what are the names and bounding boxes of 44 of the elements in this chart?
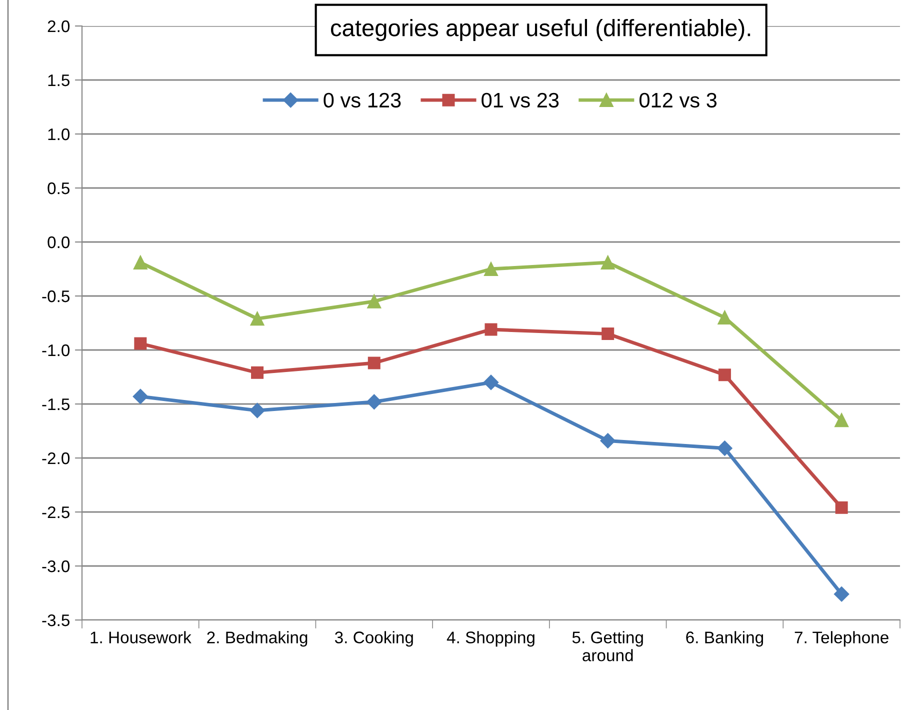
legend-label: 01 vs 23 <box>482 92 559 108</box>
y-tick-label: 2.0 <box>48 20 70 32</box>
point <box>834 413 849 428</box>
y-tick-label: -3.5 <box>42 614 70 626</box>
y-tick-label: -2.0 <box>42 452 70 464</box>
annotation: categories appear useful (differentiable). <box>331 18 750 42</box>
y-tick-label: -2.5 <box>42 506 70 518</box>
x-tick-label: 1. Housework <box>90 631 192 644</box>
y-tick-label: -3.0 <box>42 560 70 572</box>
y-tick-label: 0.0 <box>48 236 70 248</box>
x-tick-label: 3. Cooking <box>334 631 413 647</box>
point <box>602 328 614 340</box>
point <box>718 310 732 325</box>
point <box>600 256 615 270</box>
point <box>367 294 382 308</box>
point <box>484 262 498 276</box>
y-tick-label: -0.5 <box>42 290 70 302</box>
point <box>483 374 499 390</box>
y-tick-label: 1.0 <box>48 128 70 140</box>
x-tick-label: 4. Shopping <box>446 631 534 647</box>
point <box>834 586 850 602</box>
point <box>718 368 731 382</box>
point <box>250 402 265 418</box>
y-tick-label: -1.5 <box>42 398 70 410</box>
x-tick-label: 6. Banking <box>686 631 764 647</box>
point <box>133 256 148 270</box>
point <box>134 337 147 350</box>
point <box>368 356 380 370</box>
point <box>835 501 848 514</box>
y-tick-label: -1.0 <box>42 344 70 356</box>
point <box>250 312 264 326</box>
legend-label: 0 vs 123 <box>324 92 401 108</box>
y-tick-label: 0.5 <box>48 182 70 194</box>
point <box>717 440 732 456</box>
point <box>366 394 382 410</box>
x-tick-label: 2. Bedmaking <box>207 631 308 647</box>
x-tick-label: 5. Getting around <box>572 631 643 662</box>
point <box>484 323 498 336</box>
y-tick-label: 1.5 <box>48 74 70 86</box>
point <box>132 388 148 404</box>
point <box>600 433 616 448</box>
point <box>251 366 264 379</box>
legend-label: 012 vs 3 <box>640 92 717 108</box>
x-tick-label: 7. Telephone <box>794 631 888 647</box>
